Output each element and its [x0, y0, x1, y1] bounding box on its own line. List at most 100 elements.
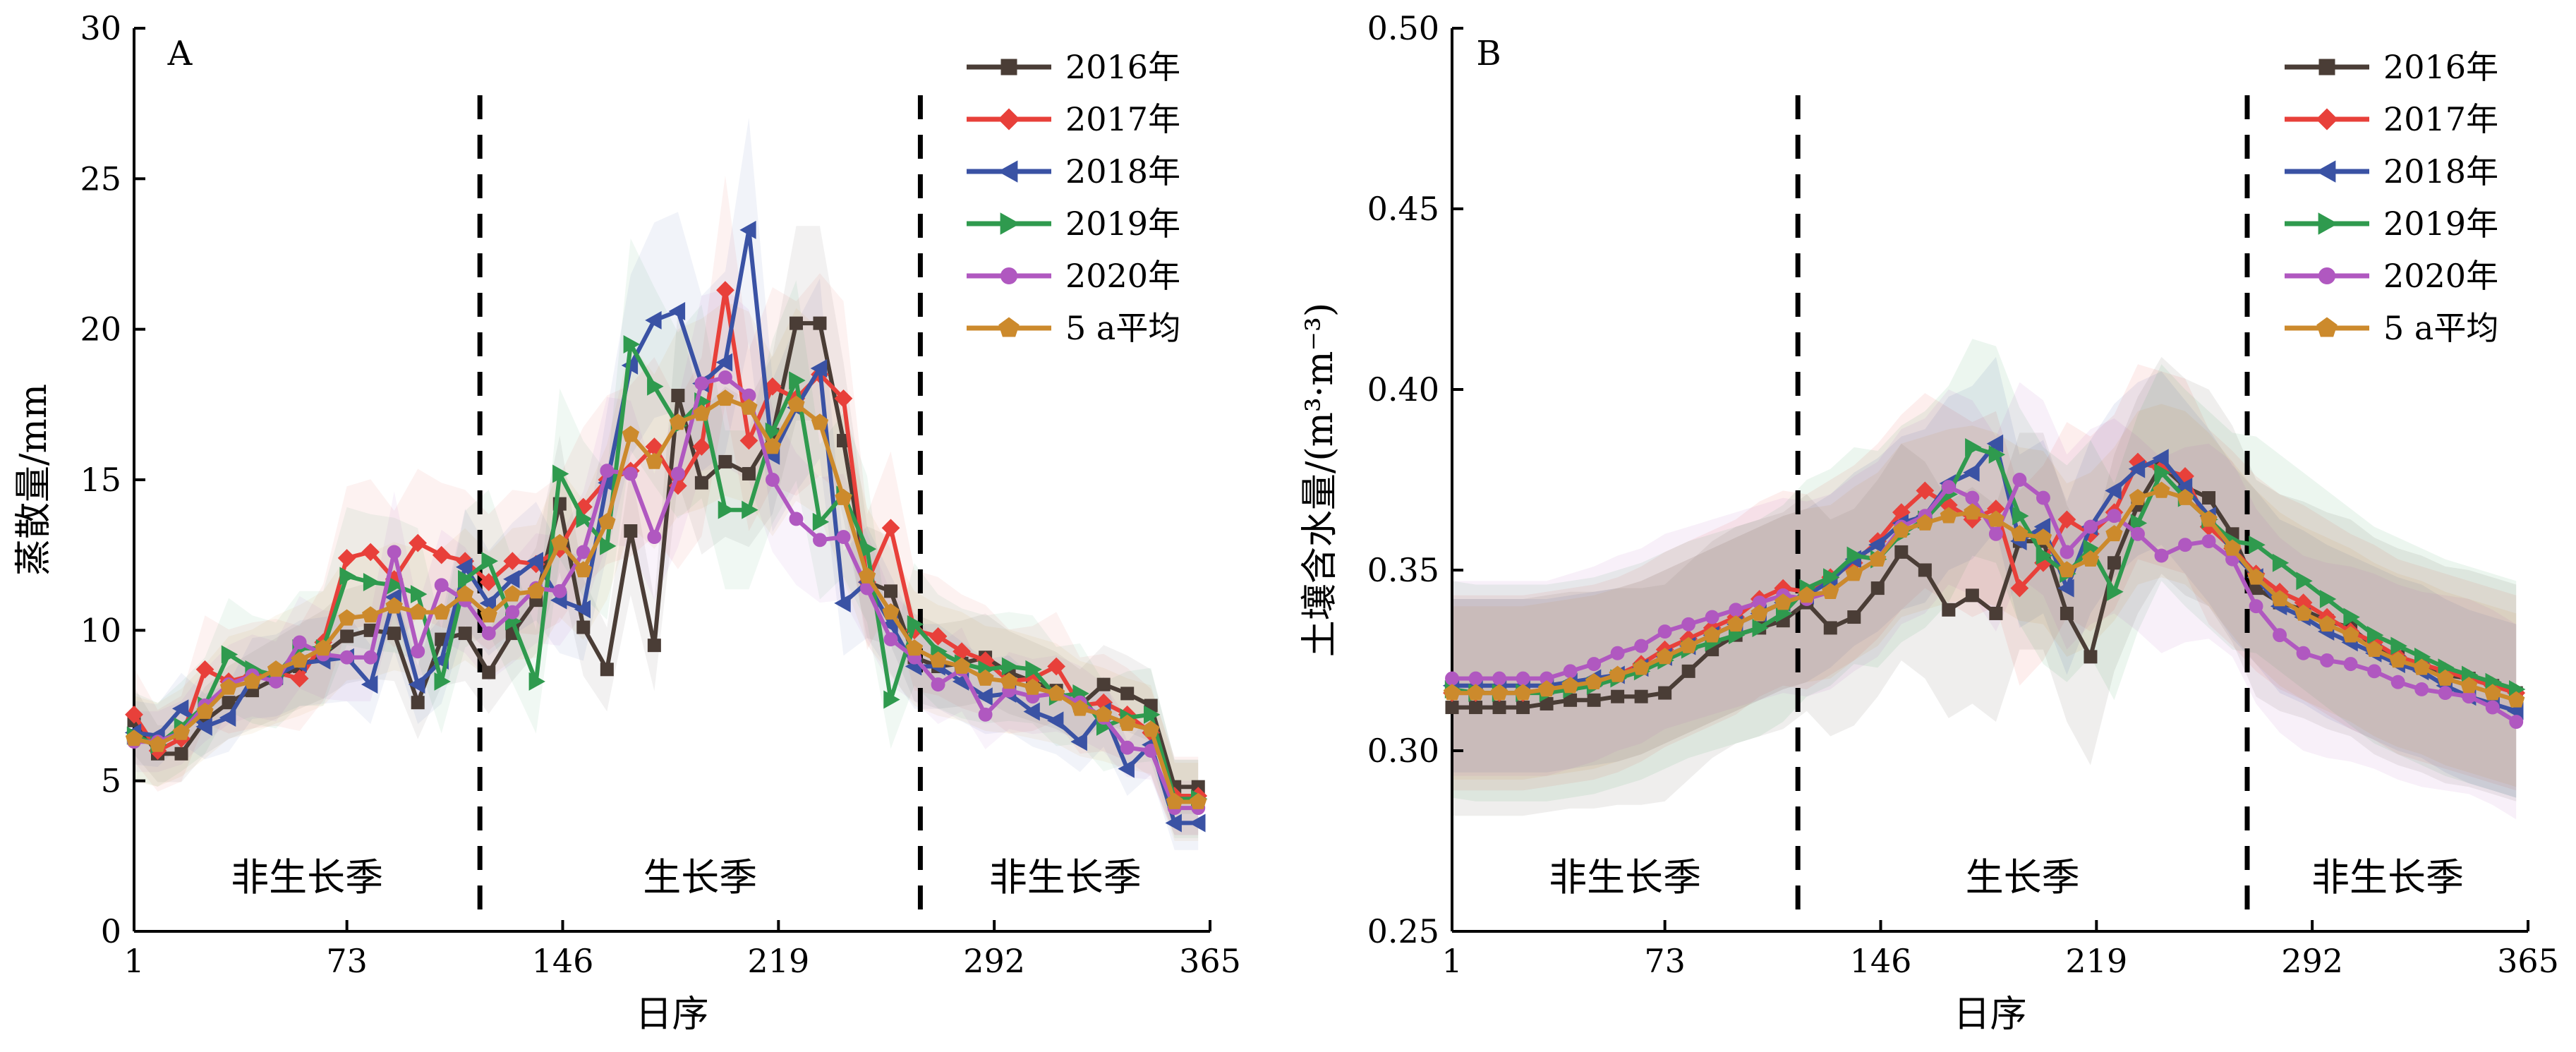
data-point: [670, 466, 685, 481]
data-point: [647, 377, 664, 396]
data-point: [1189, 814, 1206, 833]
data-point: [813, 533, 827, 548]
data-point: [1445, 701, 1459, 715]
data-point: [2200, 510, 2218, 527]
data-point: [1561, 677, 1579, 694]
data-point: [125, 730, 143, 746]
series-line: [134, 375, 1199, 811]
legend-marker: [1000, 267, 1018, 285]
x-tick-label: 1: [1441, 942, 1462, 980]
data-point: [2060, 606, 2074, 620]
data-point: [2128, 459, 2146, 478]
data-point: [1046, 711, 1064, 730]
data-point: [1514, 684, 1532, 701]
data-point: [2342, 626, 2359, 643]
data-point: [1587, 693, 1601, 707]
data-point: [623, 466, 638, 481]
data-point: [2318, 615, 2336, 632]
data-point: [458, 569, 475, 588]
x-tick-label: 146: [532, 942, 594, 980]
panel-a: 0 5 10 15 20 25 30 1 73 146 219 292 365 日序 蒸散量/mm A 非生长季…: [13, 9, 1241, 1036]
data-point: [1918, 563, 1932, 577]
data-point: [1847, 610, 1861, 624]
data-point: [337, 549, 356, 567]
series-line: [133, 396, 1199, 804]
data-point: [1070, 732, 1087, 751]
data-point: [339, 650, 354, 665]
data-point: [598, 512, 616, 530]
legend-marker: [2318, 267, 2336, 285]
data-point: [243, 672, 261, 689]
data-point: [718, 370, 732, 385]
data-point: [1752, 618, 1769, 637]
data-point: [882, 603, 900, 620]
data-point: [858, 567, 876, 584]
data-point: [363, 573, 380, 592]
data-point: [2413, 658, 2431, 675]
data-point: [2484, 684, 2501, 701]
data-point: [763, 437, 782, 454]
data-point: [1868, 536, 1885, 555]
data-point: [1096, 677, 1111, 691]
legend-marker: [2316, 108, 2338, 131]
data-point: [810, 359, 828, 378]
data-point: [2107, 556, 2121, 570]
data-point: [2011, 525, 2028, 542]
data-point: [789, 512, 804, 526]
data-point: [409, 603, 427, 620]
data-point: [2389, 651, 2407, 668]
legend-label: 2019年: [1065, 205, 1180, 243]
data-point: [504, 585, 521, 602]
band-5 a平均: [134, 301, 1199, 841]
data-point: [1823, 621, 1837, 635]
data-point: [715, 353, 733, 372]
data-point: [528, 672, 545, 691]
data-point: [338, 609, 356, 626]
data-point: [2083, 519, 2098, 534]
data-point: [976, 687, 993, 706]
data-point: [1587, 657, 1602, 672]
data-point: [1681, 617, 1696, 631]
band-2020年: [1452, 382, 2517, 820]
legend-label: 2016年: [1065, 48, 1180, 86]
y-tick-label: 0.25: [1367, 912, 1439, 950]
data-point: [503, 552, 522, 571]
y-tick-label: 5: [101, 762, 121, 800]
data-point: [361, 675, 378, 694]
data-point: [1988, 445, 2006, 464]
data-point: [2343, 607, 2360, 627]
data-point: [1047, 657, 1066, 676]
data-point: [1024, 678, 1041, 695]
data-point: [411, 696, 425, 710]
data-point: [623, 335, 641, 353]
data-point: [505, 605, 520, 619]
panel-b: 0.25 0.30 0.35 0.40 0.45 0.50 1 73 146 219 292 365 日…: [1299, 9, 2559, 1036]
data-point: [2223, 539, 2242, 556]
y-axis-label: 土壤含水量/(m³·m⁻³): [1299, 303, 1341, 657]
season-label: 非生长季: [231, 855, 383, 900]
data-point: [408, 675, 425, 694]
data-point: [1467, 684, 1484, 701]
data-point: [1986, 434, 2004, 453]
data-point: [1445, 671, 1459, 686]
series-5 a平均: [125, 389, 1207, 809]
data-point: [883, 690, 900, 709]
data-point: [1609, 665, 1626, 682]
data-point: [481, 552, 498, 571]
band-2016年: [1452, 356, 2517, 816]
data-point: [693, 404, 710, 421]
data-point: [480, 606, 497, 623]
data-point: [195, 717, 212, 736]
data-point: [456, 557, 473, 576]
data-point: [647, 530, 662, 545]
data-point: [1988, 526, 2003, 541]
legend-marker: [1000, 212, 1020, 235]
data-point: [2084, 650, 2098, 664]
data-point: [1703, 626, 1721, 643]
legend-label: 2020年: [2383, 257, 2498, 295]
data-point: [1727, 615, 1745, 632]
data-point: [1845, 564, 1863, 581]
data-point: [2414, 682, 2429, 696]
data-point: [1964, 503, 1981, 520]
data-point: [2081, 550, 2100, 567]
